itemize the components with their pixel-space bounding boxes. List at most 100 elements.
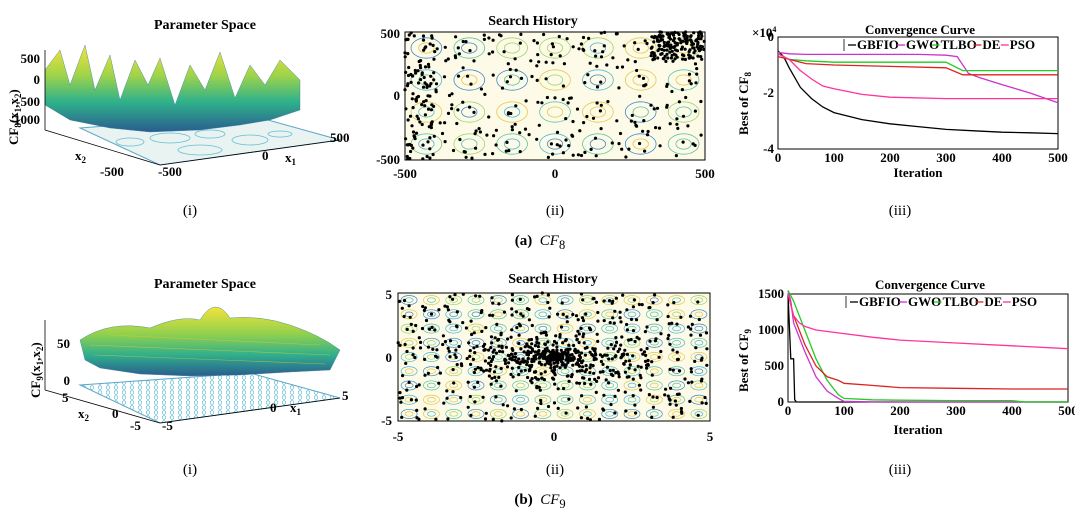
contour-line [583,411,592,417]
search-point [698,30,702,34]
search-point [619,343,623,347]
search-point [703,395,707,400]
search-point [643,359,648,363]
search-point [596,376,601,380]
search-point [469,413,473,417]
search-point [577,47,581,51]
search-point [630,113,634,117]
contour-line [423,394,440,405]
y-tick: 0 [386,350,393,365]
search-point [595,332,599,336]
search-point [687,72,692,76]
search-point [564,117,568,121]
contour-line [534,337,552,348]
search-point [468,49,472,53]
search-point [618,131,623,136]
search-point [487,361,491,365]
contour-line [418,42,435,54]
search-point [594,54,598,58]
search-point [423,373,427,377]
search-point [650,360,654,364]
contour-line [546,138,564,150]
search-point [456,46,460,50]
x-tick: 300 [946,403,966,418]
search-point [463,150,467,154]
search-point [631,354,635,358]
search-point [473,400,477,404]
search-point [694,346,698,350]
contour-line [546,74,564,86]
search-point [491,313,495,317]
search-point [611,316,615,320]
search-point [499,34,503,38]
contour-line [649,325,659,332]
contour-line [427,397,436,403]
search-point [494,351,498,355]
search-point [529,350,533,354]
search-point [577,332,581,336]
search-point [670,49,674,53]
search-point [504,149,508,153]
search-point [673,57,677,61]
search-point [591,297,595,301]
search-point [535,78,539,82]
x1-tick: 0 [270,400,277,415]
search-point [677,37,681,41]
search-point [501,350,505,354]
search-point [625,322,629,327]
search-point [517,361,521,365]
search-point [472,59,476,63]
search-point [442,401,446,405]
contour-line [649,382,659,389]
search-point [661,34,665,38]
search-point [532,39,536,43]
search-point [472,385,476,389]
contour-line [627,368,637,374]
search-point [468,394,472,399]
y-tick: -5 [381,413,392,428]
search-point [562,62,566,66]
search-point [529,365,533,369]
search-point [575,338,579,342]
search-point [539,362,544,367]
search-point [598,353,602,357]
search-point [561,84,565,88]
search-point [643,39,647,43]
search-point [666,303,670,307]
search-point [683,57,687,62]
search-point [511,375,515,379]
search-point [547,315,551,319]
search-point [559,325,564,329]
search-point [556,406,560,410]
search-point [571,312,575,317]
search-point [406,73,411,78]
search-point [525,363,529,367]
contour-line [534,309,552,320]
search-point [668,402,672,406]
search-point [616,388,620,392]
contour-line [449,397,459,403]
caption-b: (b) CF9 [514,492,566,511]
contour-line [449,297,459,303]
contour-line [690,380,708,391]
search-point [635,68,639,73]
search-point [675,41,679,46]
search-point [671,415,675,419]
search-point [624,409,628,413]
search-point [621,293,625,297]
search-point [411,353,415,357]
x1-tick: 0 [262,148,269,163]
search-point [411,106,415,110]
search-point [693,359,697,363]
search-point [419,340,423,344]
legend-entry-tlbo: TLBO [941,37,977,52]
search-point [691,42,695,46]
search-point [645,325,649,329]
search-point [671,348,675,352]
search-point [547,354,551,358]
search-point [423,407,427,411]
search-point [452,381,456,385]
search-point [655,395,659,400]
search-point [695,45,699,49]
search-point [468,349,472,353]
